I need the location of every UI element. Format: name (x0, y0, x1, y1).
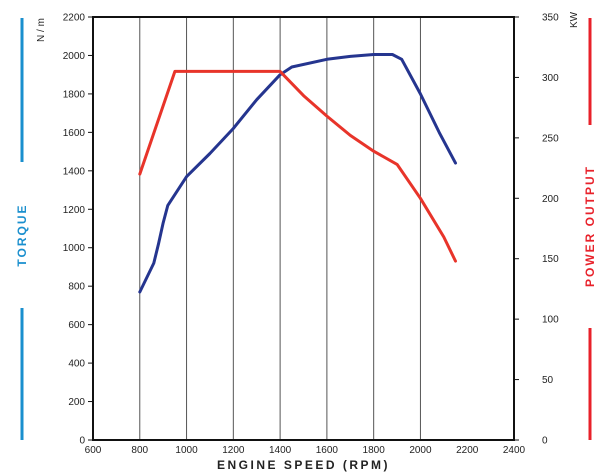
x-tick-label: 2400 (503, 445, 526, 456)
vertical-gridlines (139, 17, 421, 440)
x-tick-label: 1800 (363, 445, 386, 456)
right-tick-label: 350 (542, 13, 559, 24)
torque-line (138, 53, 457, 294)
right-tick-label: 300 (542, 73, 559, 84)
x-tick-label: 2200 (456, 445, 479, 456)
x-tick-label: 600 (85, 445, 102, 456)
right-axis-label: POWER OUTPUT (583, 165, 595, 287)
left-tick-label: 1800 (63, 89, 86, 100)
x-tick-label: 1400 (269, 445, 292, 456)
x-axis-ticks: 600 800 1000 1200 1400 1600 1800 2000 2200 2400 (85, 445, 526, 456)
left-tick-label: 200 (68, 397, 85, 408)
plot-frame (92, 16, 515, 441)
left-tick-label: 800 (68, 282, 85, 293)
x-tick-label: 2000 (409, 445, 432, 456)
left-tick-label: 0 (79, 436, 85, 447)
power-output-line (138, 69, 457, 263)
left-tick-label: 2000 (63, 51, 86, 62)
right-tick-label: 150 (542, 254, 559, 265)
left-axis-unit: N / m (36, 18, 47, 42)
left-tick-label: 1200 (63, 205, 86, 216)
right-tick-label: 100 (542, 315, 559, 326)
right-tick-label: 250 (542, 133, 559, 144)
left-tick-label: 1000 (63, 243, 86, 254)
x-tick-label: 1600 (316, 445, 339, 456)
left-tick-label: 400 (68, 359, 85, 370)
right-axis-ticks: 0 50 100 150 200 250 300 350 (514, 13, 559, 447)
right-tick-label: 50 (542, 375, 554, 386)
right-axis-unit: KW (569, 11, 580, 28)
left-axis-ticks: 0 200 400 600 800 1000 1200 1400 1600 1800 2000 220… (63, 13, 93, 447)
left-axis-label: TORQUE (15, 203, 29, 266)
x-tick-label: 1200 (222, 445, 245, 456)
x-tick-label: 800 (131, 445, 148, 456)
x-axis-label: ENGINE SPEED (RPM) (217, 458, 390, 472)
left-tick-label: 2200 (63, 13, 86, 24)
left-tick-label: 1600 (63, 128, 86, 139)
series-layer (138, 53, 457, 294)
left-tick-label: 1400 (63, 166, 86, 177)
right-tick-label: 0 (542, 436, 548, 447)
left-tick-label: 600 (68, 320, 85, 331)
x-tick-label: 1000 (175, 445, 198, 456)
right-tick-label: 200 (542, 194, 559, 205)
